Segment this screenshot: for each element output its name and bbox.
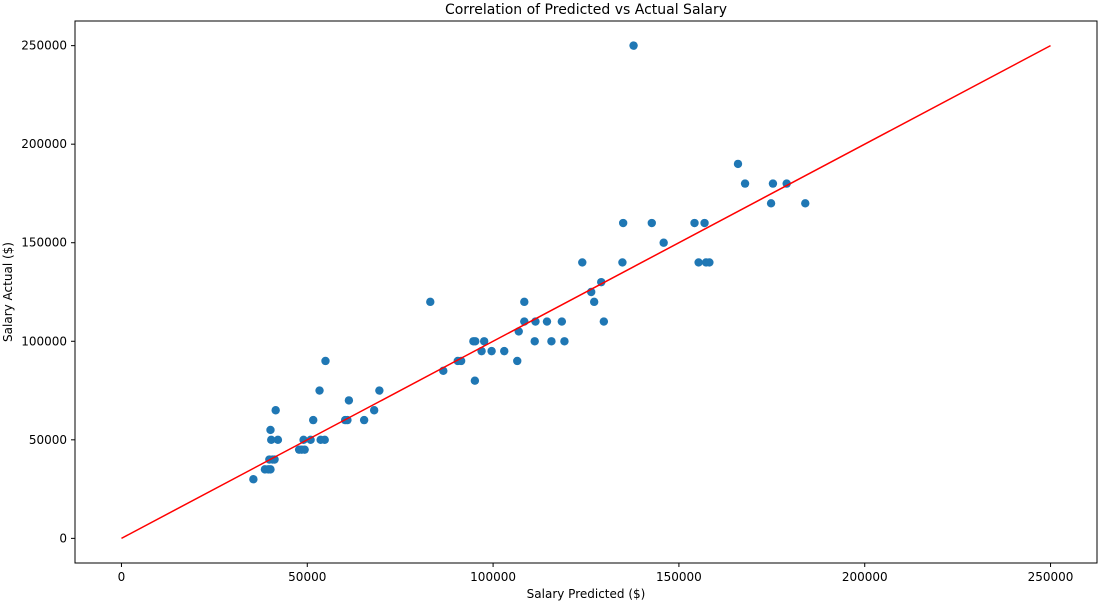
reference-line	[121, 44, 1051, 540]
x-tick-label: 0	[118, 570, 126, 584]
x-axis-label: Salary Predicted ($)	[527, 587, 646, 601]
data-point	[530, 337, 539, 346]
data-point	[647, 218, 656, 228]
data-point	[479, 337, 489, 346]
data-point	[801, 199, 810, 208]
x-tick-label: 200000	[842, 570, 888, 584]
data-point	[694, 258, 703, 267]
data-point	[690, 218, 699, 228]
data-point	[344, 396, 354, 405]
data-point	[618, 218, 628, 228]
data-point	[547, 337, 556, 346]
data-point	[471, 337, 480, 346]
data-point	[589, 297, 599, 307]
data-point	[768, 179, 778, 188]
data-point	[705, 258, 714, 267]
data-point	[542, 317, 552, 326]
data-point	[560, 337, 569, 346]
data-point	[629, 41, 638, 50]
x-tick-label: 100000	[470, 570, 516, 584]
data-point	[557, 317, 567, 326]
data-point	[599, 317, 609, 326]
y-tick-label: 100000	[21, 334, 67, 348]
data-point	[700, 218, 709, 228]
data-point	[320, 435, 329, 445]
data-point	[500, 346, 509, 356]
data-point	[782, 179, 791, 188]
plot-frame	[74, 20, 1098, 564]
data-point	[249, 475, 258, 484]
data-point	[375, 386, 384, 395]
data-point	[513, 356, 522, 366]
data-point	[315, 386, 324, 395]
data-point	[271, 406, 280, 415]
data-point	[733, 159, 743, 169]
data-point	[309, 415, 318, 425]
y-tick-label: 200000	[21, 137, 67, 151]
x-tick-label: 250000	[1028, 570, 1074, 584]
data-point	[266, 465, 275, 474]
data-point	[266, 425, 275, 435]
data-point	[300, 445, 309, 454]
y-axis-label: Salary Actual ($)	[1, 242, 15, 342]
chart-title: Correlation of Predicted vs Actual Salar…	[445, 2, 727, 18]
data-point	[426, 297, 435, 307]
y-tick-label: 0	[59, 531, 67, 545]
data-point	[369, 406, 379, 415]
data-point	[520, 297, 529, 307]
data-point	[267, 435, 276, 445]
data-point	[659, 238, 668, 247]
data-point	[740, 179, 750, 188]
y-tick-label: 250000	[21, 39, 67, 53]
data-point	[618, 258, 627, 267]
x-tick-label: 150000	[656, 570, 702, 584]
y-tick-label: 150000	[21, 236, 67, 250]
data-point	[487, 346, 496, 356]
data-point	[359, 415, 369, 425]
data-point	[273, 435, 283, 445]
data-point	[766, 199, 776, 208]
data-point	[470, 376, 480, 385]
data-point	[299, 435, 308, 445]
y-tick-label: 50000	[29, 433, 67, 447]
x-tick-label: 50000	[288, 570, 326, 584]
data-point	[578, 258, 587, 267]
data-point	[321, 356, 330, 366]
